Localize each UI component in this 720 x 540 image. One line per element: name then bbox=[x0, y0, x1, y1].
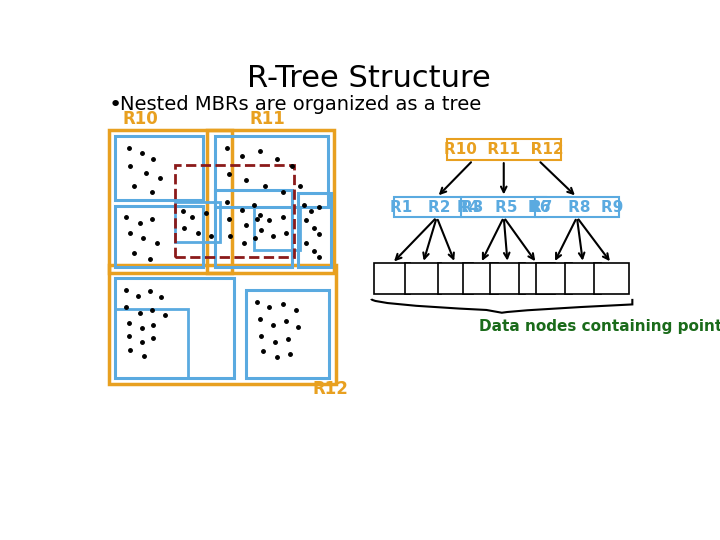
Bar bbox=[536, 264, 572, 294]
Bar bbox=[405, 264, 441, 294]
Text: Nested MBRs are organized as a tree: Nested MBRs are organized as a tree bbox=[120, 96, 481, 114]
Bar bbox=[463, 264, 498, 294]
Bar bbox=[519, 264, 554, 294]
Bar bbox=[175, 202, 220, 242]
Text: R4   R5  R6: R4 R5 R6 bbox=[457, 200, 551, 215]
Bar bbox=[215, 137, 328, 207]
Text: •: • bbox=[109, 95, 122, 115]
Bar bbox=[109, 130, 232, 273]
Bar bbox=[115, 137, 204, 200]
Bar bbox=[534, 197, 619, 217]
Bar bbox=[115, 278, 234, 378]
Bar bbox=[109, 265, 336, 384]
Bar bbox=[490, 264, 526, 294]
Text: R11: R11 bbox=[250, 110, 285, 128]
Bar bbox=[175, 165, 294, 257]
Text: R10: R10 bbox=[122, 110, 158, 128]
Bar bbox=[115, 206, 204, 267]
Bar bbox=[207, 130, 334, 273]
Text: R1   R2  R3: R1 R2 R3 bbox=[390, 200, 483, 215]
Text: R-Tree Structure: R-Tree Structure bbox=[247, 64, 491, 93]
Bar bbox=[253, 207, 300, 249]
Bar bbox=[395, 197, 479, 217]
Bar bbox=[594, 264, 629, 294]
Bar bbox=[115, 309, 188, 378]
Bar bbox=[565, 264, 600, 294]
Text: R10  R11  R12: R10 R11 R12 bbox=[444, 142, 564, 157]
Bar bbox=[215, 190, 292, 267]
Bar bbox=[447, 139, 561, 160]
Text: Data nodes containing points: Data nodes containing points bbox=[479, 319, 720, 334]
Bar bbox=[246, 289, 329, 378]
Text: R12: R12 bbox=[312, 380, 348, 398]
Text: R7   R8  R9: R7 R8 R9 bbox=[530, 200, 624, 215]
Bar bbox=[298, 193, 330, 267]
Bar bbox=[462, 197, 546, 217]
Bar bbox=[374, 264, 410, 294]
Bar bbox=[438, 264, 473, 294]
